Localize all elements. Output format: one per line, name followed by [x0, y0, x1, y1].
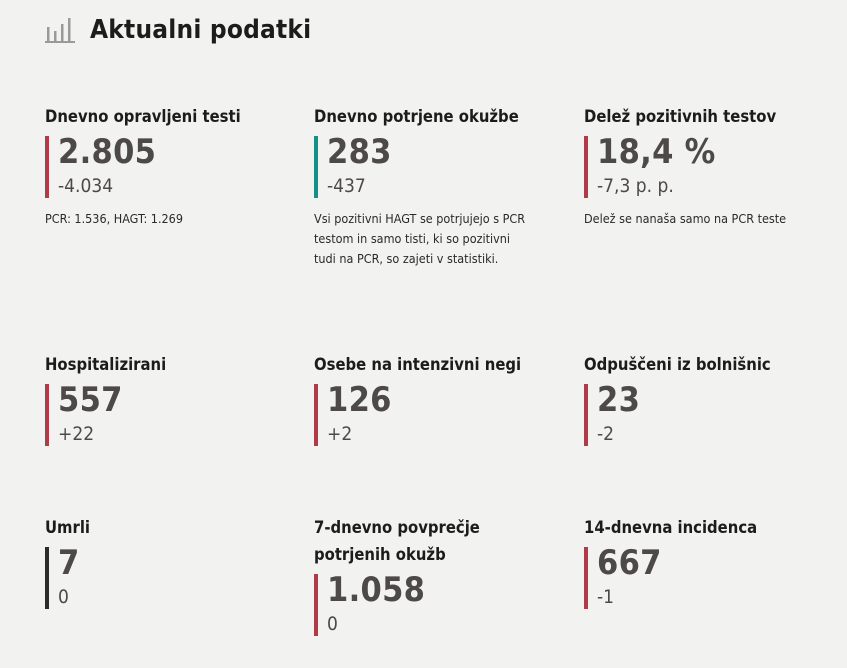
- card-title: 7-dnevno povprečje potrjenih okužb: [314, 518, 480, 564]
- accent-bar: [584, 384, 588, 446]
- main-value: 283: [327, 132, 392, 172]
- card-title: Delež pozitivnih testov: [584, 107, 777, 126]
- value-block: 18,4 % -7,3 p. p.: [584, 133, 834, 198]
- main-value: 18,4 %: [597, 132, 716, 172]
- main-value: 7: [58, 543, 80, 583]
- change-value: -4.034: [58, 175, 114, 197]
- card-title: 14-dnevna incidenca: [584, 518, 758, 537]
- page-title: Aktualni podatki: [90, 15, 312, 45]
- stat-card-hospitalized: Hospitalizirani 557 +22: [45, 351, 295, 446]
- value-block: 283 -437: [314, 133, 564, 198]
- stat-card-positive-share: Delež pozitivnih testov 18,4 % -7,3 p. p…: [584, 103, 834, 229]
- value-block: 1.058 0: [314, 571, 504, 636]
- change-value: +22: [58, 423, 95, 445]
- value-block: 23 -2: [584, 381, 834, 446]
- main-value: 126: [327, 380, 392, 420]
- accent-bar: [45, 136, 49, 198]
- main-value: 557: [58, 380, 123, 420]
- change-value: -437: [327, 175, 366, 197]
- main-value: 1.058: [327, 570, 426, 610]
- value-block: 7 0: [45, 544, 295, 609]
- change-value: 0: [58, 586, 69, 608]
- bar-chart-icon: [45, 18, 75, 43]
- accent-bar: [45, 384, 49, 446]
- stat-card-deaths: Umrli 7 0: [45, 514, 295, 609]
- main-value: 2.805: [58, 132, 157, 172]
- value-block: 667 -1: [584, 544, 834, 609]
- change-value: 0: [327, 613, 338, 635]
- card-note: Delež se nanaša samo na PCR teste: [584, 211, 787, 226]
- card-title: Hospitalizirani: [45, 355, 167, 374]
- value-block: 126 +2: [314, 381, 564, 446]
- card-title: Dnevno potrjene okužbe: [314, 107, 519, 126]
- value-block: 2.805 -4.034: [45, 133, 295, 198]
- card-title: Osebe na intenzivni negi: [314, 355, 522, 374]
- card-title: Odpuščeni iz bolnišnic: [584, 355, 771, 374]
- change-value: -1: [597, 586, 615, 608]
- accent-bar: [584, 136, 588, 198]
- change-value: -2: [597, 423, 615, 445]
- stat-card-confirmed: Dnevno potrjene okužbe 283 -437 Vsi pozi…: [314, 103, 564, 269]
- card-title: Dnevno opravljeni testi: [45, 107, 241, 126]
- accent-bar: [314, 136, 318, 198]
- accent-bar: [314, 384, 318, 446]
- stat-card-tests: Dnevno opravljeni testi 2.805 -4.034 PCR…: [45, 103, 295, 229]
- accent-bar: [314, 574, 318, 636]
- main-value: 667: [597, 543, 662, 583]
- card-title: Umrli: [45, 518, 91, 537]
- value-block: 557 +22: [45, 381, 295, 446]
- accent-bar: [584, 547, 588, 609]
- page-header: Aktualni podatki: [44, 12, 311, 48]
- card-note: Vsi pozitivni HAGT se potrjujejo s PCR t…: [314, 211, 526, 266]
- accent-bar: [45, 547, 49, 609]
- change-value: +2: [327, 423, 353, 445]
- stat-card-icu: Osebe na intenzivni negi 126 +2: [314, 351, 564, 446]
- main-value: 23: [597, 380, 641, 420]
- change-value: -7,3 p. p.: [597, 175, 674, 197]
- card-note: PCR: 1.536, HAGT: 1.269: [45, 211, 183, 226]
- stat-card-discharged: Odpuščeni iz bolnišnic 23 -2: [584, 351, 834, 446]
- stat-card-incidence14: 14-dnevna incidenca 667 -1: [584, 514, 834, 609]
- stat-card-avg7: 7-dnevno povprečje potrjenih okužb 1.058…: [314, 514, 504, 636]
